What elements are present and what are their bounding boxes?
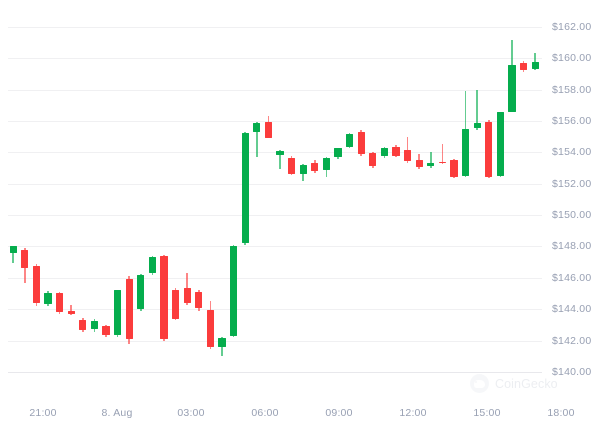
candle-wick — [511, 40, 513, 88]
x-axis-tick-label: 12:00 — [399, 407, 427, 419]
y-axis-tick-label: $146.00 — [552, 271, 592, 284]
candle-body[interactable] — [264, 121, 273, 139]
grid-line — [8, 277, 542, 279]
grid-line — [8, 371, 542, 373]
y-axis-tick-label: $154.00 — [552, 146, 592, 159]
candle-body[interactable] — [183, 287, 191, 303]
y-axis-tick-label: $150.00 — [552, 209, 592, 222]
candle-body[interactable] — [21, 250, 29, 269]
candle-body[interactable] — [346, 133, 354, 147]
candle-body[interactable] — [56, 293, 64, 313]
y-axis-tick-label: $152.00 — [552, 177, 592, 190]
candle-body[interactable] — [450, 160, 458, 177]
x-axis-tick-label: 8. Aug — [101, 407, 133, 419]
candle-body[interactable] — [485, 121, 493, 177]
y-axis-tick-label: $162.00 — [552, 21, 592, 33]
y-axis-tick-label: $140.00 — [552, 365, 592, 378]
candle-body[interactable] — [520, 63, 528, 71]
grid-line — [8, 183, 542, 185]
grid-line — [8, 89, 542, 91]
candle-wick — [279, 150, 281, 169]
grid-line — [8, 309, 542, 311]
candle-body[interactable] — [253, 123, 261, 132]
candle-body[interactable] — [125, 278, 133, 339]
candle-body[interactable] — [473, 122, 481, 129]
y-axis-tick-label: $160.00 — [552, 52, 592, 65]
candle-body[interactable] — [392, 146, 400, 156]
candle-body[interactable] — [427, 163, 435, 167]
candle-body[interactable] — [334, 148, 342, 158]
x-axis-tick-label: 03:00 — [177, 407, 205, 419]
candle-wick — [256, 121, 258, 158]
candle-body[interactable] — [137, 274, 145, 310]
grid-line — [8, 27, 542, 28]
candle-body[interactable] — [276, 150, 284, 155]
y-axis-tick-label: $156.00 — [552, 115, 592, 128]
candle-body[interactable] — [9, 246, 17, 254]
candle-wick — [476, 89, 478, 130]
y-axis-tick-label: $142.00 — [552, 334, 592, 347]
candle-wick — [406, 136, 409, 163]
candle-body[interactable] — [79, 320, 87, 330]
y-axis-tick-label: $148.00 — [552, 240, 592, 253]
candle-wick — [430, 152, 432, 169]
x-axis-tick-label: 09:00 — [325, 407, 353, 419]
candle-body[interactable] — [230, 245, 238, 336]
candle-body[interactable] — [404, 150, 412, 162]
candle-body[interactable] — [369, 153, 377, 167]
candle-body[interactable] — [299, 164, 307, 174]
candle-body[interactable] — [218, 338, 226, 347]
candle-body[interactable] — [462, 128, 470, 176]
candle-body[interactable] — [357, 132, 365, 154]
candle-body[interactable] — [311, 163, 319, 172]
candle-body[interactable] — [32, 266, 41, 303]
candle-body[interactable] — [415, 160, 423, 168]
candle-wick — [534, 52, 536, 71]
candle-body[interactable] — [102, 326, 110, 335]
candle-body[interactable] — [322, 157, 331, 171]
candle-wick — [441, 143, 444, 165]
candle-body[interactable] — [531, 62, 539, 69]
candle-wick — [12, 245, 15, 263]
candle-body[interactable] — [67, 310, 75, 314]
candle-body[interactable] — [496, 112, 504, 176]
candle-wick — [70, 305, 73, 315]
candle-body[interactable] — [160, 255, 168, 339]
x-axis-tick-label: 21:00 — [29, 407, 57, 419]
candle-body[interactable] — [195, 291, 203, 309]
grid-line — [8, 215, 542, 217]
grid-line — [8, 340, 542, 342]
candle-body[interactable] — [241, 132, 249, 244]
candle-body[interactable] — [90, 320, 99, 329]
x-axis-tick-label: 06:00 — [251, 407, 279, 419]
candle-body[interactable] — [172, 289, 180, 319]
grid-line — [8, 121, 542, 123]
y-axis-tick-label: $144.00 — [552, 303, 592, 316]
candle-body[interactable] — [114, 290, 122, 335]
candle-body[interactable] — [380, 147, 389, 157]
candle-body[interactable] — [44, 292, 52, 305]
grid-line — [8, 246, 542, 248]
grid-line — [8, 58, 542, 60]
candle-wick — [221, 337, 223, 357]
candle-body[interactable] — [206, 309, 215, 347]
grid-line — [8, 152, 542, 154]
candle-body[interactable] — [148, 256, 157, 274]
candle-body[interactable] — [508, 65, 516, 112]
candle-body[interactable] — [288, 157, 296, 175]
x-axis-tick-label: 15:00 — [473, 407, 501, 419]
candle-body[interactable] — [438, 161, 446, 164]
x-axis-tick-label: 18:00 — [547, 407, 575, 419]
y-axis-tick-label: $158.00 — [552, 83, 592, 96]
